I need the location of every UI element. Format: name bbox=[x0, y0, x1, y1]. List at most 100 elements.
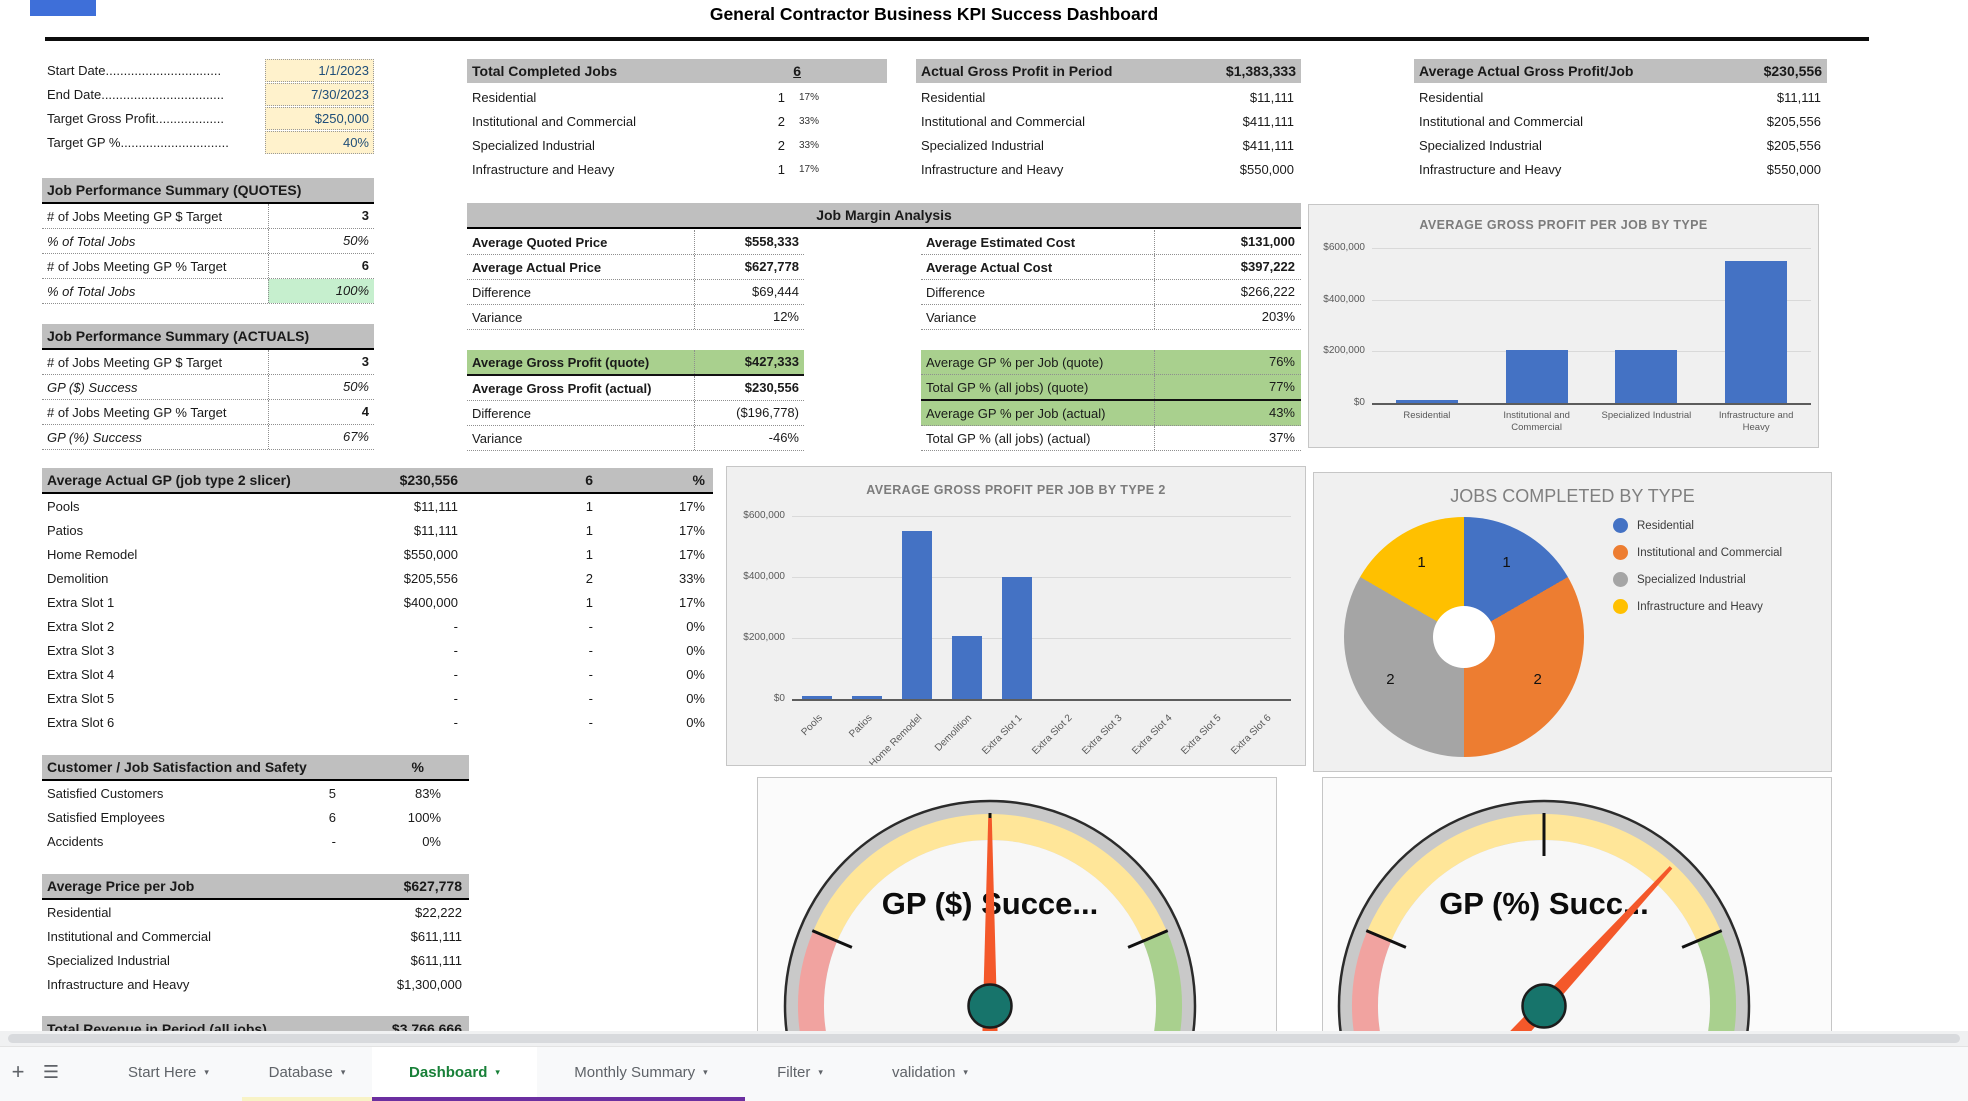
chart-avg-gp-by-type2[interactable]: AVERAGE GROSS PROFIT PER JOB BY TYPE 2 $… bbox=[726, 466, 1306, 766]
cell-label: Specialized Industrial bbox=[1419, 137, 1542, 153]
cell-pct: 17% bbox=[799, 163, 820, 175]
completed-jobs-table: Residential 1 17% Institutional and Commerc… bbox=[467, 85, 887, 181]
cell-count: 6 bbox=[328, 809, 336, 825]
sheet-tab-validation[interactable]: validation ▾ bbox=[855, 1047, 1005, 1101]
cell-value: -46% bbox=[694, 426, 804, 450]
chevron-down-icon: ▾ bbox=[204, 1066, 209, 1077]
quotes-summary-table: # of Jobs Meeting GP $ Target 3% of Total… bbox=[42, 204, 374, 304]
cell-label: Variance bbox=[472, 430, 523, 446]
cell-value: $266,222 bbox=[1154, 280, 1301, 304]
cell-label: Target Gross Profit................... bbox=[47, 110, 224, 126]
header-count-total: 6 bbox=[585, 472, 593, 488]
gridline bbox=[792, 577, 1291, 578]
section-title: Average Actual Gross Profit/Job bbox=[1419, 63, 1634, 79]
legend-label: Institutional and Commercial bbox=[1637, 546, 1783, 559]
all-sheets-menu-icon[interactable]: ☰ bbox=[42, 1061, 60, 1082]
chart-title: AVERAGE GROSS PROFIT PER JOB BY TYPE bbox=[1419, 218, 1708, 232]
table-row: Extra Slot 1 $400,000 1 17% bbox=[42, 590, 713, 614]
x-tick-label: Patios bbox=[847, 712, 875, 741]
gross-profit-period-table: Residential $11,111 Institutional and Comm… bbox=[916, 85, 1301, 181]
cell-label: % of Total Jobs bbox=[47, 283, 136, 299]
tab-label: Database bbox=[268, 1063, 333, 1081]
cell-label: Accidents bbox=[47, 833, 104, 849]
cell-label: Variance bbox=[926, 309, 977, 325]
chart-jobs-completed-by-type[interactable]: JOBS COMPLETED BY TYPE 1 2 2 1 Residential I… bbox=[1313, 472, 1832, 772]
table-row: Extra Slot 3 - - 0% bbox=[42, 638, 713, 662]
cell-value[interactable]: 40% bbox=[265, 130, 374, 154]
cell-pct: 0% bbox=[686, 642, 705, 658]
cell-value: 3 bbox=[268, 204, 374, 228]
cell-count: 1 bbox=[777, 161, 785, 177]
chart-title: JOBS COMPLETED BY TYPE bbox=[1450, 486, 1695, 506]
sheet-tab-monthly-summary[interactable]: Monthly Summary ▾ bbox=[537, 1047, 745, 1101]
cell-label: Difference bbox=[926, 284, 986, 300]
table-row: Residential 1 17% bbox=[467, 85, 887, 109]
cell-value: $230,556 bbox=[694, 376, 804, 400]
y-tick-label: $0 bbox=[773, 693, 785, 704]
sheet-tab-database[interactable]: Database ▾ bbox=[242, 1047, 372, 1101]
table-row: Extra Slot 2 - - 0% bbox=[42, 614, 713, 638]
cell-label: Infrastructure and Heavy bbox=[47, 976, 190, 992]
cell-label: # of Jobs Meeting GP $ Target bbox=[47, 354, 223, 370]
cell-pct: 83% bbox=[414, 785, 441, 801]
tab-label: Dashboard bbox=[409, 1063, 488, 1081]
quotes-summary-header: Job Performance Summary (QUOTES) bbox=[42, 178, 374, 204]
table-row: Total GP % (all jobs) (actual) 37% bbox=[921, 426, 1301, 451]
cell-count: 2 bbox=[777, 137, 785, 153]
cell-pct: 17% bbox=[678, 498, 705, 514]
section-title: Job Performance Summary (QUOTES) bbox=[47, 182, 302, 198]
cell-label: Institutional and Commercial bbox=[1419, 113, 1584, 129]
bar-home-remodel bbox=[901, 531, 932, 699]
cell-label: GP ($) Success bbox=[47, 379, 138, 395]
cell-value[interactable]: 7/30/2023 bbox=[265, 82, 374, 106]
chevron-down-icon: ▾ bbox=[818, 1066, 823, 1077]
table-row: Target GP %.............................… bbox=[42, 130, 374, 154]
chevron-down-icon: ▾ bbox=[963, 1066, 968, 1077]
gridline bbox=[1372, 299, 1811, 301]
scrollbar-thumb[interactable] bbox=[8, 1034, 1960, 1043]
cell-pct: 0% bbox=[422, 833, 441, 849]
legend-item: Infrastructure and Heavy bbox=[1613, 598, 1782, 615]
gridline bbox=[792, 516, 1291, 517]
tab-label: Filter bbox=[777, 1063, 811, 1081]
cell-label: Average GP % per Job (actual) bbox=[926, 405, 1106, 421]
bar-pools bbox=[801, 695, 832, 699]
cell-pct: 100% bbox=[407, 809, 441, 825]
cell-label: Residential bbox=[47, 904, 112, 920]
cell-label: Specialized Industrial bbox=[47, 952, 170, 968]
cell-label: Average GP % per Job (quote) bbox=[926, 354, 1104, 370]
tab-color-bar bbox=[372, 1097, 537, 1101]
cell-label: Home Remodel bbox=[47, 546, 138, 562]
sheet-tab-start-here[interactable]: Start Here ▾ bbox=[95, 1047, 242, 1101]
header-total: $627,778 bbox=[403, 878, 462, 894]
margin-cost-table: Average Estimated Cost $131,000 Average Ac… bbox=[921, 230, 1301, 330]
legend-dot-icon bbox=[1613, 518, 1628, 533]
cell-label: # of Jobs Meeting GP % Target bbox=[47, 258, 227, 274]
cell-label: Target GP %.............................… bbox=[47, 134, 229, 150]
sheet-tab-dashboard[interactable]: Dashboard ▾ bbox=[372, 1047, 537, 1101]
table-row: % of Total Jobs 50% bbox=[42, 229, 374, 254]
cell-value: - bbox=[453, 690, 458, 706]
cell-label: Extra Slot 3 bbox=[47, 642, 115, 658]
legend-item: Specialized Industrial bbox=[1613, 571, 1782, 588]
cell-count: - bbox=[588, 690, 593, 706]
cell-value: ($196,778) bbox=[694, 401, 804, 425]
cell-count: - bbox=[588, 714, 593, 730]
cell-value[interactable]: 1/1/2023 bbox=[265, 58, 374, 82]
cell-value: 77% bbox=[1154, 375, 1301, 399]
sheet-tab-filter[interactable]: Filter ▾ bbox=[745, 1047, 855, 1101]
cell-label: Specialized Industrial bbox=[472, 137, 595, 153]
satisfaction-header: Customer / Job Satisfaction and Safety % bbox=[42, 755, 469, 781]
horizontal-scrollbar[interactable] bbox=[0, 1031, 1968, 1046]
cell-value[interactable]: $250,000 bbox=[265, 106, 374, 130]
table-row: Satisfied Customers 5 83% bbox=[42, 781, 469, 805]
chart-avg-gp-by-type[interactable]: AVERAGE GROSS PROFIT PER JOB BY TYPE $60… bbox=[1308, 204, 1819, 448]
cell-label: Average Gross Profit (quote) bbox=[472, 354, 650, 370]
table-row: Specialized Industrial $411,111 bbox=[916, 133, 1301, 157]
cell-pct: 0% bbox=[686, 690, 705, 706]
table-row: Average Quoted Price $558,333 bbox=[467, 230, 804, 255]
cell-count: 5 bbox=[328, 785, 336, 801]
add-sheet-button[interactable]: + bbox=[11, 1059, 25, 1084]
chevron-down-icon: ▾ bbox=[495, 1066, 500, 1077]
